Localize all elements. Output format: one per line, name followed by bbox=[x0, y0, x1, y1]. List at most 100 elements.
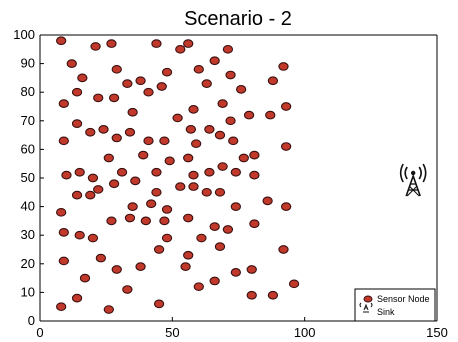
sensor-node-point bbox=[90, 42, 101, 51]
chart-title: Scenario - 2 bbox=[184, 8, 292, 30]
sensor-node-point bbox=[209, 276, 220, 286]
sensor-node-point bbox=[288, 279, 300, 289]
x-tick-label: 50 bbox=[165, 325, 179, 340]
sensor-node-point bbox=[77, 73, 88, 83]
legend: Sensor Node Sink bbox=[354, 288, 436, 322]
sensor-node-point bbox=[172, 113, 183, 123]
sensor-node-point bbox=[230, 202, 242, 211]
sensor-node-point bbox=[246, 290, 257, 300]
sensor-node-point bbox=[143, 136, 154, 146]
sensor-node-point bbox=[151, 39, 162, 48]
sensor-node-point bbox=[130, 176, 141, 186]
sensor-node-point bbox=[111, 133, 122, 143]
sensor-node-point bbox=[183, 153, 194, 163]
sensor-node-point bbox=[280, 202, 292, 211]
sensor-node-point bbox=[161, 205, 173, 214]
sensor-node-point bbox=[58, 99, 69, 108]
legend-sensor-node-marker bbox=[363, 295, 373, 303]
sensor-node-point bbox=[143, 87, 154, 97]
sensor-node-point bbox=[161, 67, 173, 77]
sensor-node-point bbox=[201, 187, 212, 197]
sink-marker bbox=[399, 163, 427, 197]
sensor-node-point bbox=[188, 182, 199, 191]
sensor-node-point bbox=[85, 127, 96, 137]
sensor-node-point bbox=[204, 167, 215, 177]
sensor-node-point bbox=[230, 268, 242, 277]
sensor-node-point bbox=[230, 167, 242, 177]
sensor-node-point bbox=[74, 230, 85, 240]
sensor-node-point bbox=[124, 127, 136, 137]
sensor-node-point bbox=[249, 170, 260, 180]
sensor-node-point bbox=[124, 213, 136, 223]
y-tick-label: 10 bbox=[21, 284, 35, 299]
sensor-node-point bbox=[175, 44, 186, 54]
sensor-node-point bbox=[58, 256, 69, 266]
sensor-node-point bbox=[106, 216, 117, 226]
sensor-node-point bbox=[66, 59, 77, 68]
sensor-node-point bbox=[87, 233, 99, 243]
x-tick-label: 100 bbox=[294, 325, 316, 340]
sensor-node-point bbox=[106, 39, 117, 48]
sensor-node-point bbox=[161, 233, 173, 243]
sensor-node-point bbox=[111, 64, 122, 74]
sensor-node-point bbox=[228, 136, 239, 146]
sensor-node-point bbox=[103, 305, 114, 314]
y-tick-label: 30 bbox=[21, 227, 35, 242]
sensor-node-point bbox=[108, 179, 120, 189]
sensor-node-point bbox=[135, 262, 146, 272]
sensor-node-point bbox=[127, 202, 138, 211]
sensor-node-point bbox=[116, 167, 128, 177]
sensor-node-point bbox=[183, 250, 194, 260]
y-axis-ticks: 0 10 20 30 40 50 60 70 80 90 100 bbox=[13, 27, 44, 328]
sensor-node-point bbox=[185, 125, 197, 134]
x-tick-label: 150 bbox=[426, 325, 448, 340]
sensor-node-point bbox=[188, 170, 199, 180]
y-tick-label: 80 bbox=[21, 84, 35, 99]
sensor-node-point bbox=[156, 82, 167, 91]
sensor-node-point bbox=[135, 76, 146, 86]
y-tick-label: 100 bbox=[13, 27, 35, 42]
sensor-node-point bbox=[87, 173, 99, 183]
sensor-node-point bbox=[159, 216, 170, 226]
sensor-node-point bbox=[56, 207, 67, 217]
sensor-node-point bbox=[71, 293, 83, 303]
sensor-node-point bbox=[146, 199, 157, 209]
plot-area bbox=[40, 35, 437, 321]
y-tick-label: 60 bbox=[21, 141, 35, 156]
sensor-node-point bbox=[74, 167, 85, 177]
sensor-node-point bbox=[164, 156, 175, 166]
sensor-node-point bbox=[225, 70, 236, 80]
sensor-node-point bbox=[183, 39, 194, 48]
sensor-node-point bbox=[235, 84, 247, 94]
sensor-node-point bbox=[196, 233, 207, 243]
y-tick-label: 70 bbox=[21, 113, 35, 128]
sensor-node-point bbox=[217, 99, 228, 108]
sink-tower-icon bbox=[399, 163, 427, 197]
sensor-node-point bbox=[265, 110, 276, 120]
sensor-node-point bbox=[79, 273, 91, 283]
y-tick-label: 20 bbox=[21, 256, 35, 271]
sensor-node-point bbox=[127, 107, 138, 117]
sensor-node-point bbox=[262, 196, 273, 206]
sensor-node-point bbox=[93, 185, 104, 194]
sensor-node-point bbox=[214, 242, 226, 251]
sensor-node-point bbox=[151, 187, 162, 197]
sensor-node-point bbox=[201, 79, 212, 88]
sensor-node-point bbox=[180, 262, 191, 272]
sensor-node-point bbox=[56, 36, 67, 46]
y-tick-label: 0 bbox=[28, 313, 35, 328]
sensor-node-point bbox=[243, 110, 255, 120]
sensor-node-point bbox=[214, 130, 226, 140]
sensor-node-point bbox=[153, 299, 165, 309]
sensor-node-point bbox=[111, 265, 122, 274]
y-tick-label: 90 bbox=[21, 56, 35, 71]
sensor-node-point bbox=[267, 76, 279, 86]
sensor-node-point bbox=[175, 182, 186, 191]
sensor-node-point bbox=[103, 153, 114, 163]
legend-sink-label: Sink bbox=[377, 307, 395, 317]
sensor-node-point bbox=[238, 153, 249, 163]
sensor-node-point bbox=[222, 44, 234, 54]
sensor-node-point bbox=[140, 216, 152, 226]
sensor-node-points bbox=[56, 36, 300, 314]
